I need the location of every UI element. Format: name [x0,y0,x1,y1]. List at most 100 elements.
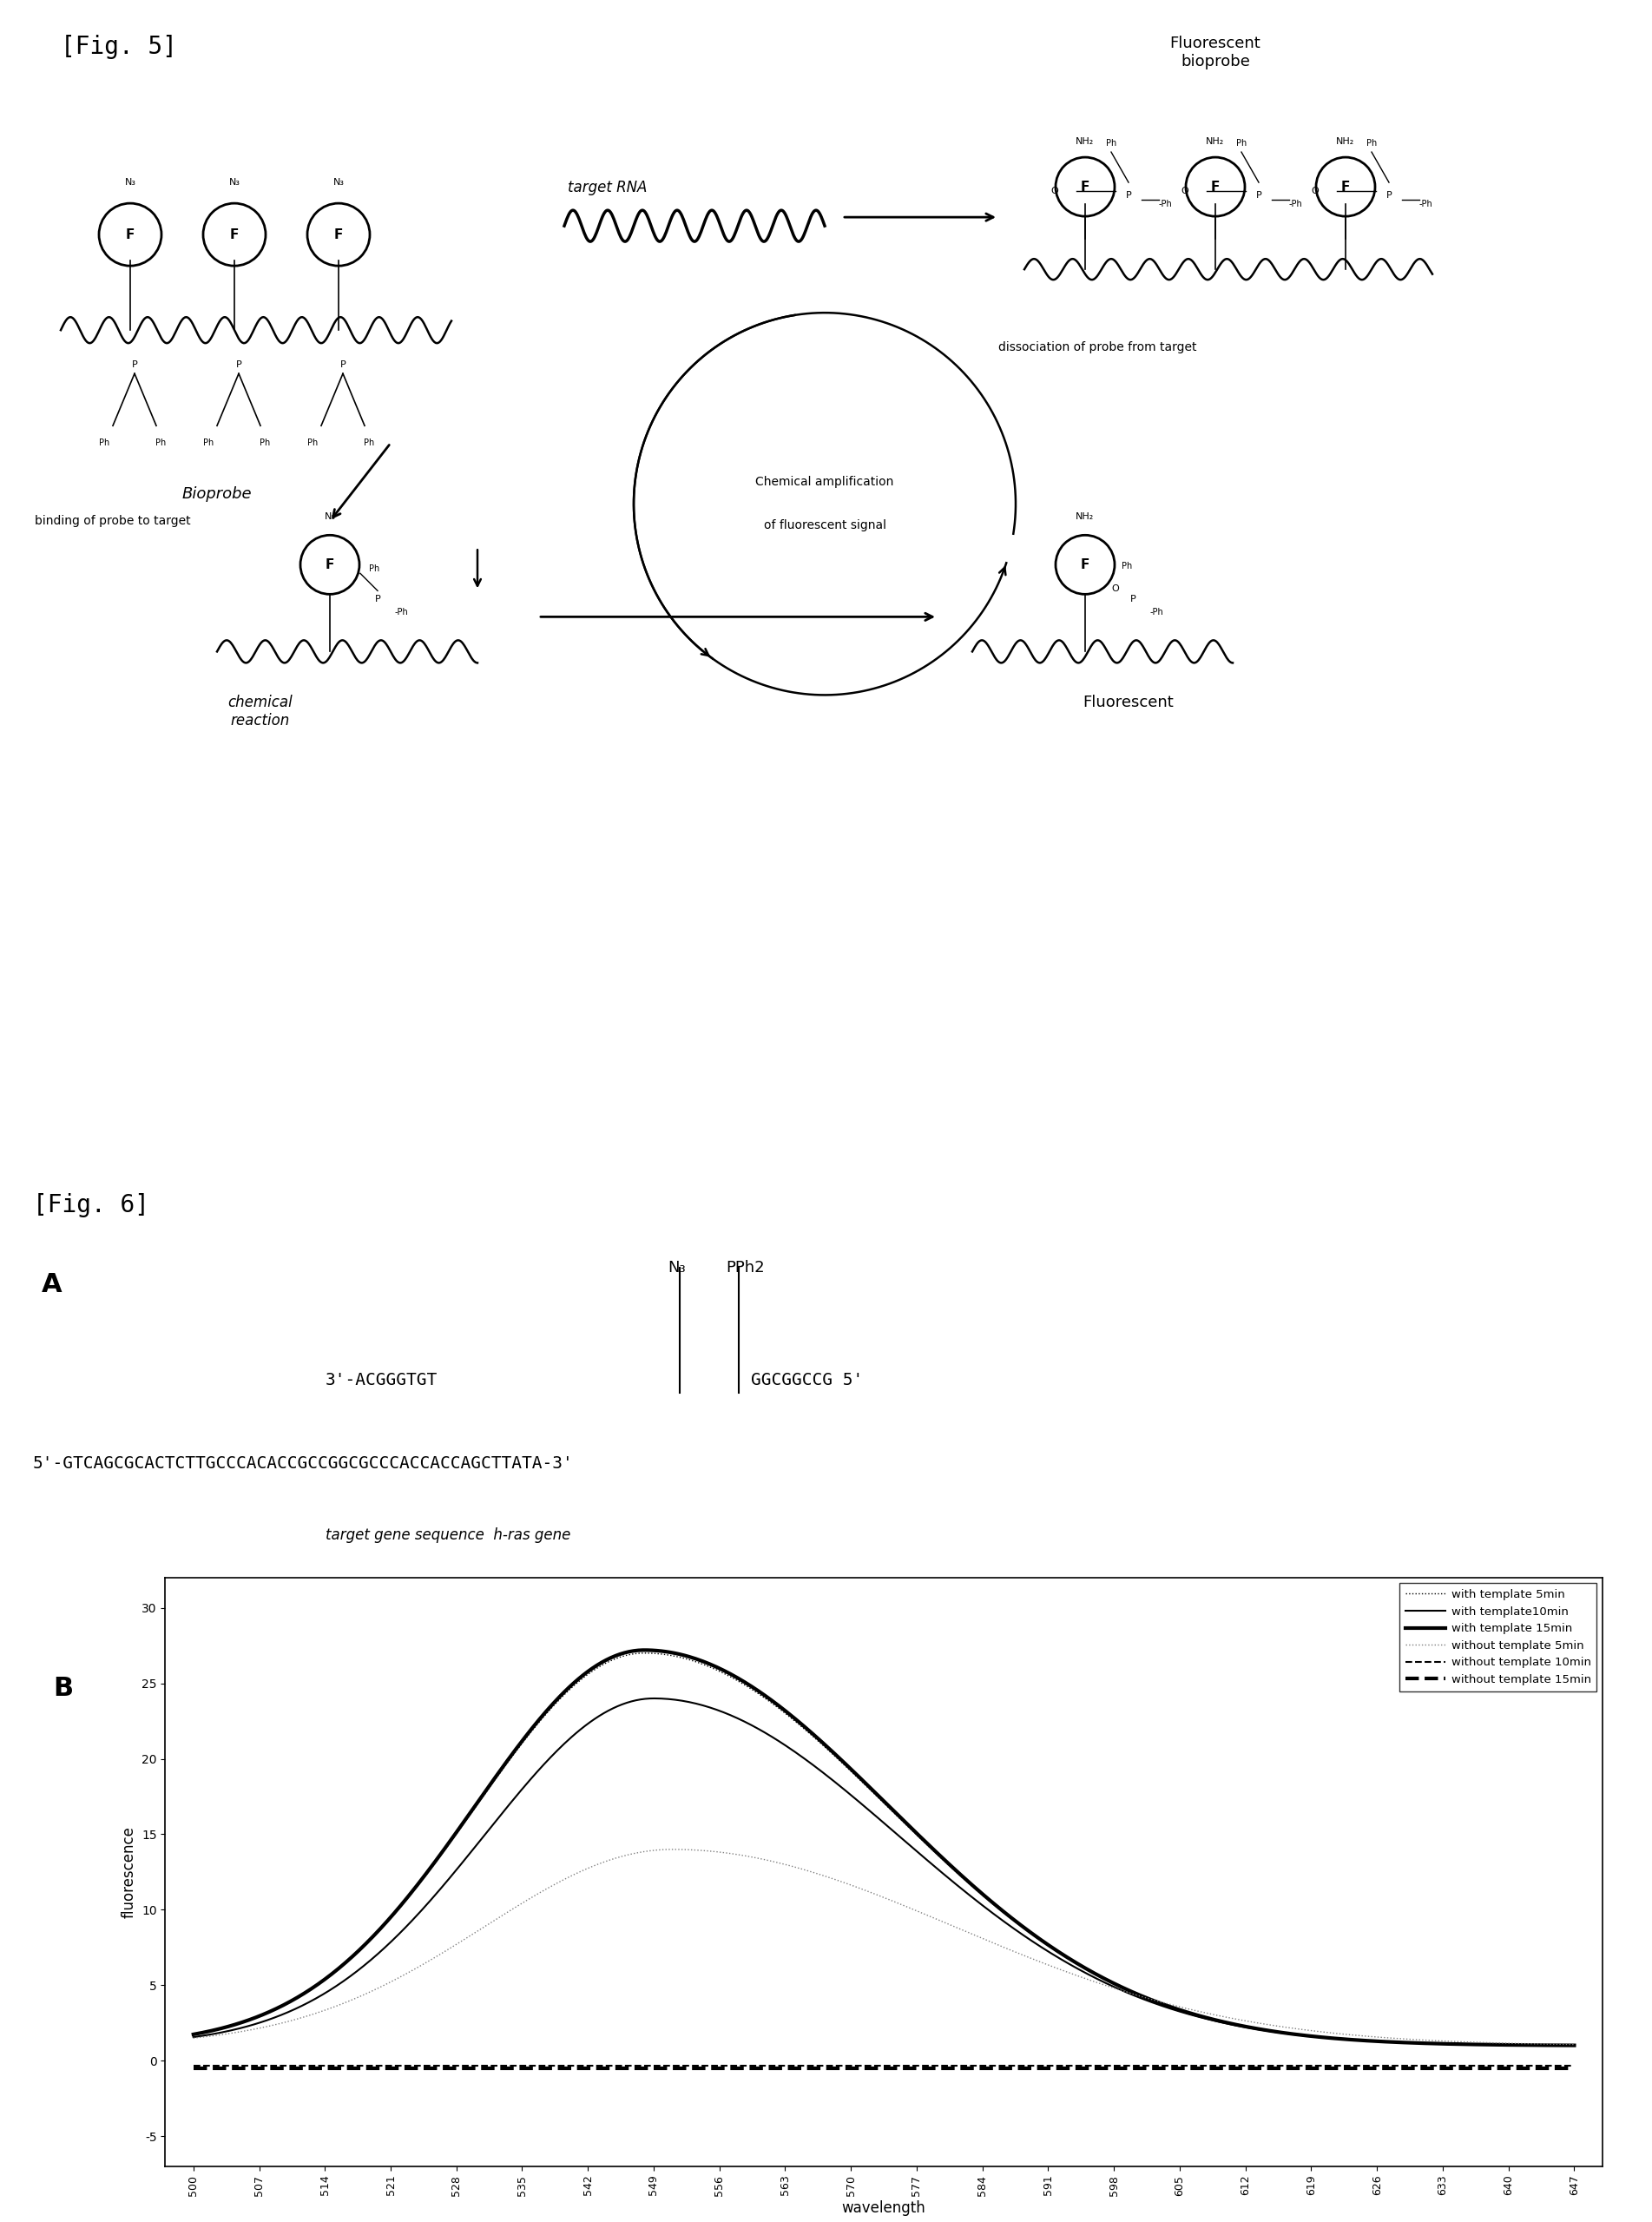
Text: -Ph: -Ph [1150,609,1165,618]
Text: Ph: Ph [203,438,213,447]
Text: Ph: Ph [1366,140,1376,147]
Text: P: P [1130,595,1137,604]
Text: Ph: Ph [368,564,380,573]
Line: without template 5min: without template 5min [193,1849,1574,2044]
without template 10min [428,2051,448,2078]
with template 15min [539,1695,558,1722]
without template 10min [183,2051,203,2078]
Text: N₃: N₃ [124,178,135,187]
Text: F: F [1080,558,1090,571]
without template 5min [1564,2031,1584,2058]
with template 15min [1226,2011,1246,2038]
Text: Bioprobe: Bioprobe [182,487,253,502]
Text: NH₂: NH₂ [1206,138,1224,147]
Text: P: P [132,360,137,369]
Text: N₃: N₃ [334,178,344,187]
without template 15min [1222,2055,1242,2082]
Text: Ph: Ph [1105,140,1117,147]
Text: PPh2: PPh2 [725,1260,765,1275]
Line: with template 5min: with template 5min [193,1653,1574,2046]
without template 15min [428,2055,448,2082]
Text: P: P [340,360,345,369]
Text: Ph: Ph [99,438,109,447]
Text: target gene sequence  h-ras gene: target gene sequence h-ras gene [325,1527,570,1542]
with template10min [644,1684,664,1711]
with template 5min [811,1729,831,1755]
Text: Ph: Ph [307,438,317,447]
with template10min [1564,2033,1584,2060]
with template 15min [1108,1971,1128,1998]
Text: F: F [1080,180,1090,193]
with template10min [999,1913,1019,1940]
Text: 5'-GTCAGCGCACTCTTGCCCACACCGCCGGCGCCCACCACCAGCTTATA-3': 5'-GTCAGCGCACTCTTGCCCACACCGCCGGCGCCCACCA… [33,1455,573,1471]
without template 5min [428,1942,448,1969]
without template 5min [539,1875,558,1902]
with template 5min [636,1640,656,1666]
Text: Ph: Ph [1122,562,1132,571]
Text: N₃: N₃ [228,178,240,187]
Text: Ph: Ph [1236,140,1247,147]
without template 10min [808,2051,828,2078]
with template 5min [539,1698,558,1724]
Text: dissociation of probe from target: dissociation of probe from target [998,342,1196,353]
Text: F: F [1341,180,1350,193]
without template 5min [1108,1975,1128,2002]
Text: 3'-ACGGGTGT: 3'-ACGGGTGT [325,1371,438,1389]
X-axis label: wavelength: wavelength [843,2200,925,2215]
Text: target RNA: target RNA [568,180,648,196]
Text: B: B [53,1675,73,1702]
Text: NH₂: NH₂ [1336,138,1355,147]
Text: Fluorescent
bioprobe: Fluorescent bioprobe [1170,36,1260,69]
without template 15min [1564,2055,1584,2082]
with template 15min [636,1638,656,1664]
with template 15min [1564,2033,1584,2060]
Text: P: P [1256,191,1262,200]
with template 5min [999,1904,1019,1931]
with template 5min [428,1846,448,1873]
Text: [Fig. 5]: [Fig. 5] [61,36,177,60]
Line: with template10min: with template10min [193,1698,1574,2046]
Text: Ph: Ph [155,438,165,447]
without template 5min [183,2024,203,2051]
Text: P: P [236,360,241,369]
with template 5min [1564,2033,1584,2060]
Text: GGCGGCCG 5': GGCGGCCG 5' [752,1371,862,1389]
without template 5min [811,1862,831,1889]
without template 15min [808,2055,828,2082]
with template 5min [1226,2011,1246,2038]
with template10min [428,1878,448,1904]
without template 5min [999,1935,1019,1962]
with template 5min [183,2022,203,2049]
Text: F: F [334,229,344,240]
Text: N₃: N₃ [324,513,335,522]
Text: P: P [375,595,380,604]
with template10min [811,1758,831,1784]
with template 15min [811,1726,831,1753]
without template 10min [1105,2051,1125,2078]
with template 15min [183,2022,203,2049]
Text: -Ph: -Ph [1160,200,1173,209]
Text: O: O [1312,187,1318,196]
Text: O: O [1112,584,1118,593]
with template10min [539,1746,558,1773]
Text: F: F [230,229,240,240]
Line: with template 15min: with template 15min [193,1651,1574,2046]
without template 15min [183,2055,203,2082]
without template 15min [1105,2055,1125,2082]
with template10min [183,2024,203,2051]
Text: A: A [41,1271,61,1298]
Text: P: P [1386,191,1393,200]
Text: -Ph: -Ph [395,609,408,618]
Text: -Ph: -Ph [1419,200,1432,209]
without template 5min [662,1835,682,1862]
Text: binding of probe to target: binding of probe to target [35,516,190,527]
Text: [Fig. 6]: [Fig. 6] [33,1193,149,1218]
Text: Chemical amplification: Chemical amplification [755,476,894,489]
Text: chemical
reaction: chemical reaction [228,695,292,729]
without template 10min [998,2051,1018,2078]
Text: F: F [126,229,135,240]
Text: -Ph: -Ph [1289,200,1303,209]
without template 10min [1222,2051,1242,2078]
Legend: with template 5min, with template10min, with template 15min, without template 5m: with template 5min, with template10min, … [1399,1584,1597,1691]
Text: Ph: Ph [259,438,269,447]
